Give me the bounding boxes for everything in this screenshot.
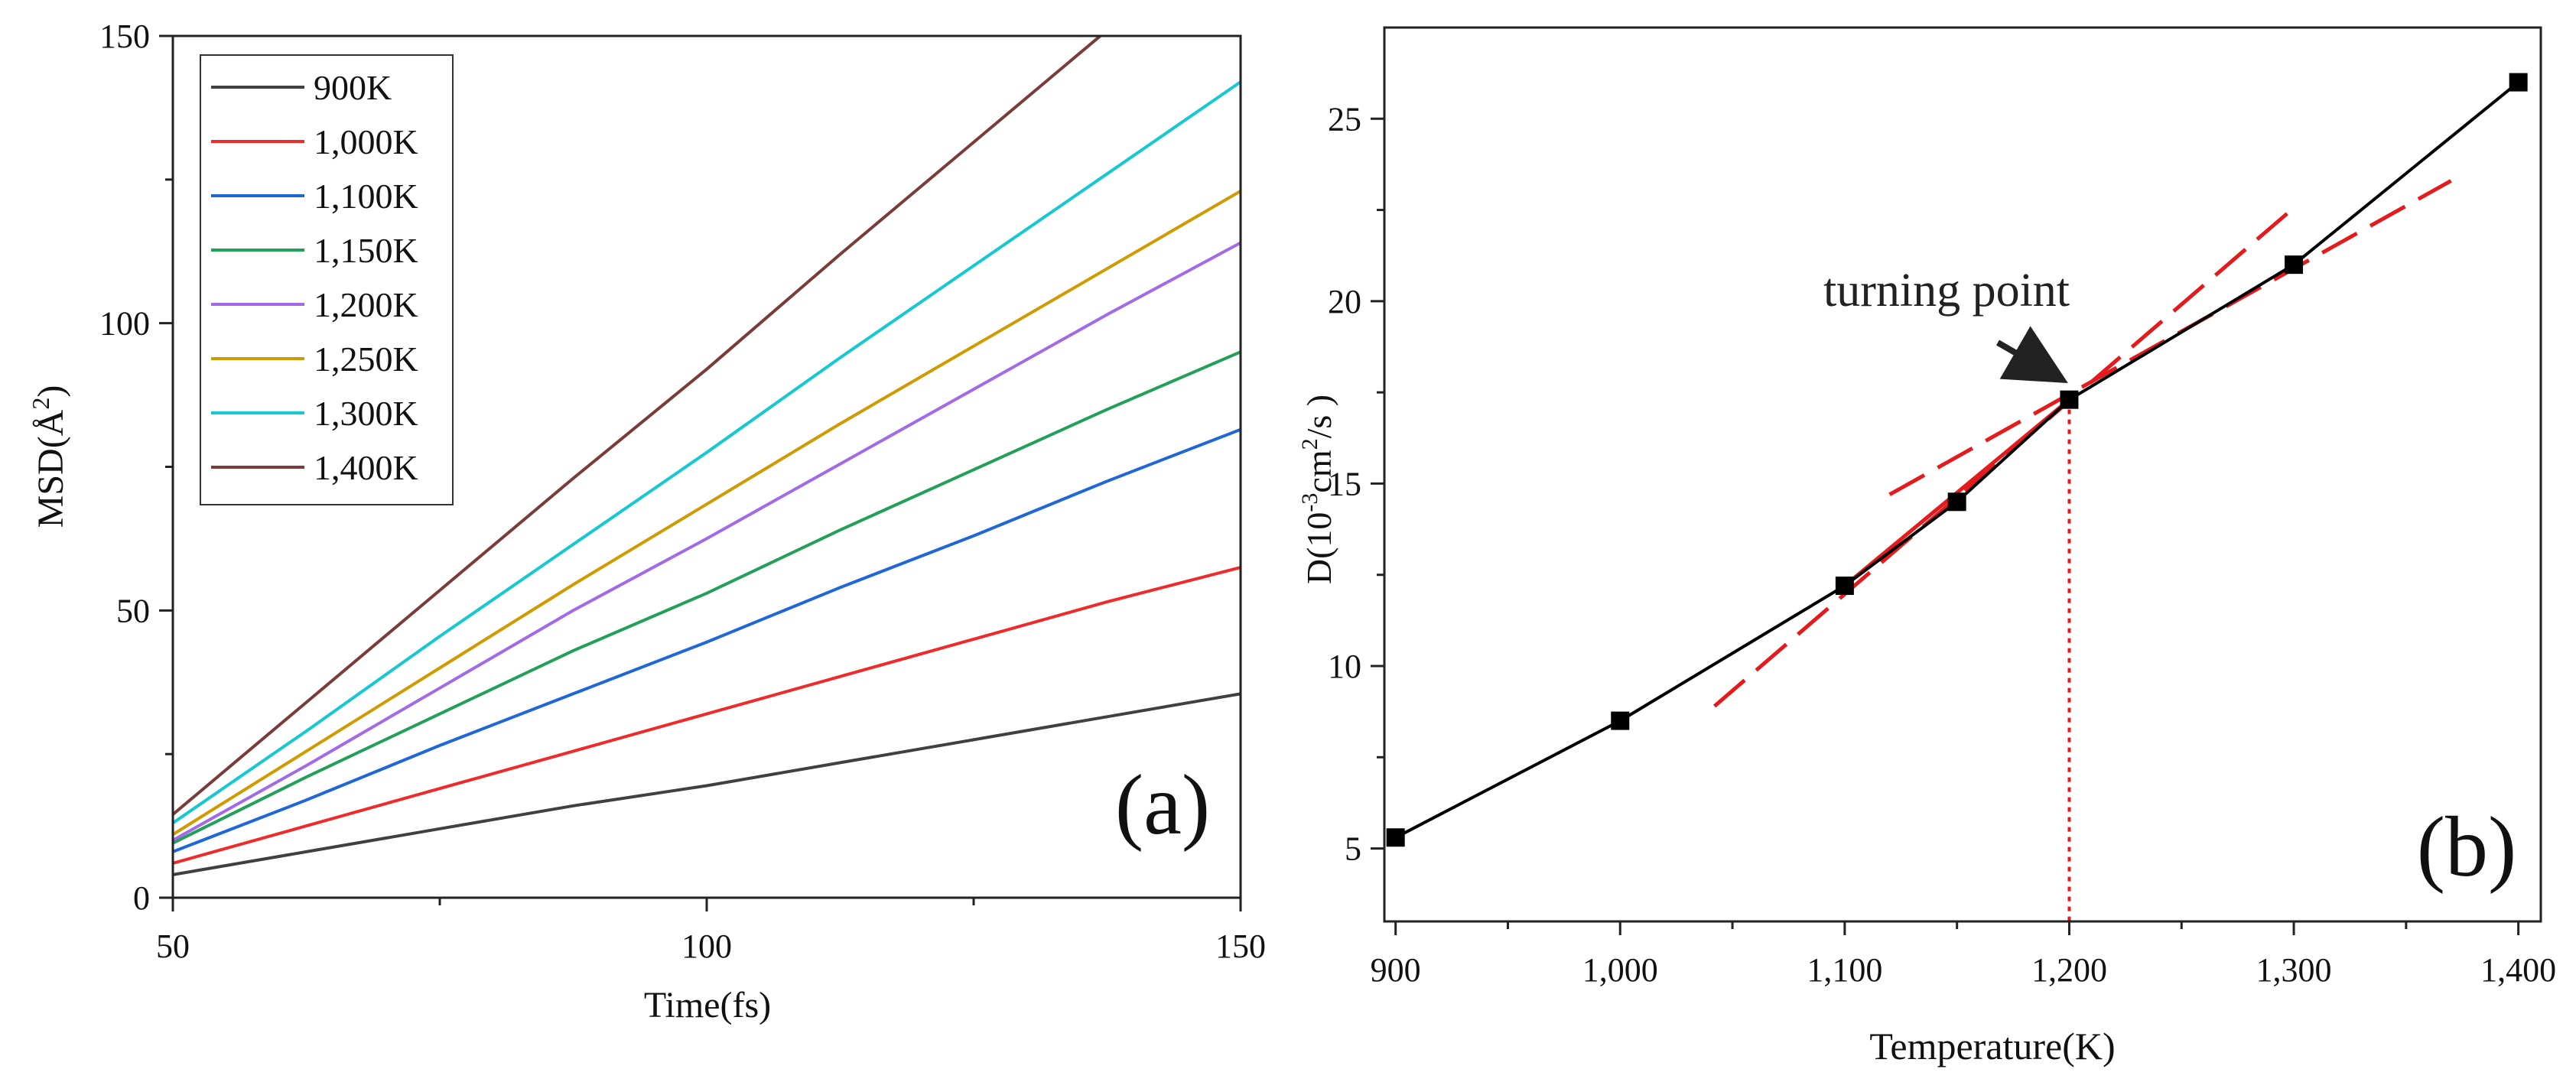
series-line-1,300K bbox=[173, 80, 1241, 824]
panel-a-ylabel: MSD(Å2) bbox=[27, 385, 71, 528]
series-line-1,100K bbox=[173, 427, 1241, 853]
x-tick-label: 50 bbox=[156, 928, 190, 965]
panel-a-legend: 900K 1,000K 1,100K 1,150K 1,200K 1,250K 1,300K… bbox=[200, 54, 454, 505]
legend-label: 1,300K bbox=[314, 394, 418, 433]
series-line-1,000K bbox=[173, 566, 1241, 865]
panel-b-xlabel: Temperature(K) bbox=[1869, 1025, 2115, 1067]
turning-point-arrow bbox=[1996, 326, 2068, 383]
x-tick-label: 1,000 bbox=[1582, 951, 1658, 989]
series-line-1,200K bbox=[173, 241, 1241, 842]
x-tick-label: 1,300 bbox=[2256, 951, 2332, 989]
x-tick-label: 1,200 bbox=[2031, 951, 2107, 989]
x-tick-label: 900 bbox=[1371, 951, 1421, 989]
legend-label: 900K bbox=[314, 68, 392, 107]
data-point bbox=[1835, 577, 1854, 596]
y-tick-label: 10 bbox=[1328, 648, 1361, 685]
panel-b-ylabel: D(10-3cm2/s ) bbox=[1297, 395, 1338, 584]
series-line-1,400K bbox=[173, 36, 1103, 816]
series-line-1,150K bbox=[173, 350, 1241, 845]
data-point bbox=[2060, 390, 2079, 409]
series-line-D bbox=[1394, 81, 2519, 840]
y-tick-label: 25 bbox=[1328, 100, 1361, 138]
data-point bbox=[2285, 255, 2304, 275]
panel-b: 900 1,000 1,100 1,200 1,300 1,400 5 10 15 20 25 tu… bbox=[1297, 26, 2556, 1067]
panel-a-series bbox=[173, 36, 1241, 876]
data-point bbox=[1386, 828, 1405, 847]
legend-label: 1,200K bbox=[314, 285, 418, 324]
x-tick-label: 1,400 bbox=[2480, 951, 2556, 989]
y-tick-label: 5 bbox=[1345, 830, 1361, 868]
panel-b-axes bbox=[1383, 26, 2542, 923]
series-line-900K bbox=[173, 692, 1241, 876]
panel-b-series bbox=[1386, 73, 2528, 847]
data-point bbox=[1611, 711, 1630, 730]
y-tick-label: 20 bbox=[1328, 283, 1361, 320]
y-tick-label: 0 bbox=[133, 879, 150, 917]
y-tick-label: 100 bbox=[99, 305, 150, 343]
panel-b-ticks: 900 1,000 1,100 1,200 1,300 1,400 5 10 15 20 25 bbox=[1328, 100, 2556, 989]
y-tick-label: 50 bbox=[116, 592, 150, 629]
y-tick-label: 150 bbox=[99, 18, 150, 55]
panel-b-frame bbox=[1383, 26, 2542, 923]
data-point bbox=[2509, 73, 2528, 92]
y-tick-label: 15 bbox=[1328, 465, 1361, 502]
legend-label: 1,250K bbox=[314, 340, 418, 379]
turning-point-annotation: turning point bbox=[1823, 265, 2070, 317]
fit-line-2 bbox=[1712, 212, 2288, 708]
panel-b-label: (b) bbox=[2417, 800, 2517, 895]
panel-a-label: (a) bbox=[1115, 758, 1210, 853]
legend-label: 1,000K bbox=[314, 122, 418, 161]
legend-label: 1,150K bbox=[314, 231, 418, 270]
legend-box bbox=[200, 54, 454, 505]
panel-a-xlabel: Time(fs) bbox=[644, 985, 771, 1025]
legend-label: 1,100K bbox=[314, 177, 418, 216]
x-tick-label: 100 bbox=[681, 928, 732, 965]
x-tick-label: 150 bbox=[1215, 928, 1266, 965]
data-point bbox=[1947, 492, 1966, 512]
legend-label: 1,400K bbox=[314, 448, 418, 487]
x-tick-label: 1,100 bbox=[1807, 951, 1882, 989]
series-line-1,250K bbox=[173, 190, 1241, 837]
